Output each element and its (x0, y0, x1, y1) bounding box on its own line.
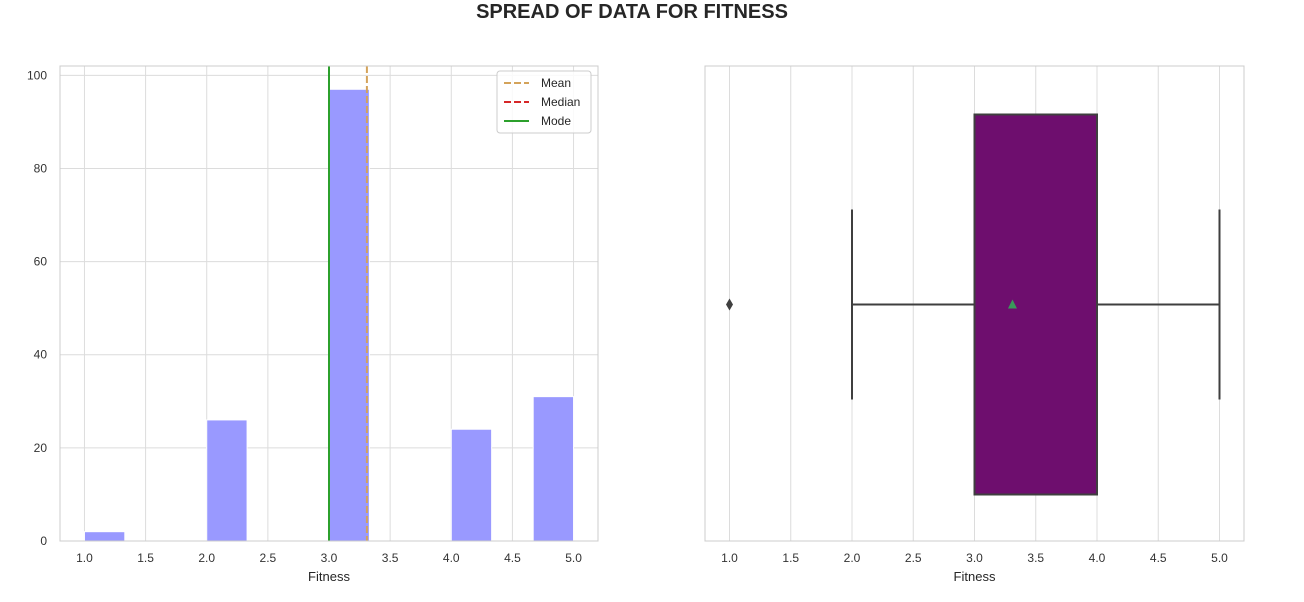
legend-box (496, 70, 592, 134)
x-tick-label: 5.0 (1211, 551, 1228, 565)
x-tick-label: 1.0 (721, 551, 738, 565)
x-tick-label: 4.5 (504, 551, 521, 565)
histogram-bar (450, 428, 493, 542)
iqr-box (973, 113, 1098, 496)
histogram-bar (206, 419, 248, 542)
y-tick-label: 0 (40, 534, 47, 548)
x-tick-label: 3.0 (966, 551, 983, 565)
x-tick-label: 2.5 (905, 551, 922, 565)
x-tick-label: 4.0 (443, 551, 460, 565)
x-tick-label: 5.0 (565, 551, 582, 565)
boxplot-panel: 1.0 1.5 2.0 2.5 3.0 3.5 4.0 4.5 5.0 Fitness (704, 65, 1245, 584)
histogram-bar (532, 396, 575, 542)
histogram-bar (83, 531, 126, 542)
x-axis-label: Fitness (308, 569, 350, 584)
x-tick-label: 4.0 (1089, 551, 1106, 565)
legend-label: Median (541, 95, 580, 109)
x-tick-label: 4.5 (1150, 551, 1167, 565)
chart-suptitle: SPREAD OF DATA FOR FITNESS (476, 1, 788, 23)
x-tick-label: 3.5 (382, 551, 399, 565)
legend-label: Mode (541, 114, 571, 128)
legend-label: Mean (541, 76, 571, 90)
axes-frame (59, 65, 599, 542)
x-tick-label: 3.5 (1027, 551, 1044, 565)
y-tick-label: 80 (34, 161, 48, 175)
y-tick-label: 20 (34, 441, 48, 455)
histogram-panel: 1.0 1.5 2.0 2.5 3.0 3.5 4.0 4.5 5.0 0 20 40 60 80 100 F… (27, 65, 599, 584)
x-axis-label: Fitness (954, 569, 996, 584)
mean-marker (1007, 299, 1017, 309)
y-tick-label: 60 (34, 255, 48, 269)
y-tick-label: 40 (34, 348, 48, 362)
x-tick-label: 1.0 (76, 551, 93, 565)
y-tick-label: 100 (27, 68, 47, 82)
x-tick-label: 2.0 (198, 551, 215, 565)
x-tick-label: 2.5 (260, 551, 277, 565)
x-tick-label: 2.0 (844, 551, 861, 565)
outlier-point (726, 298, 733, 311)
axes-frame (704, 65, 1245, 542)
x-tick-label: 1.5 (782, 551, 799, 565)
x-tick-label: 1.5 (137, 551, 154, 565)
histogram-bar (328, 88, 370, 542)
x-tick-label: 3.0 (321, 551, 338, 565)
